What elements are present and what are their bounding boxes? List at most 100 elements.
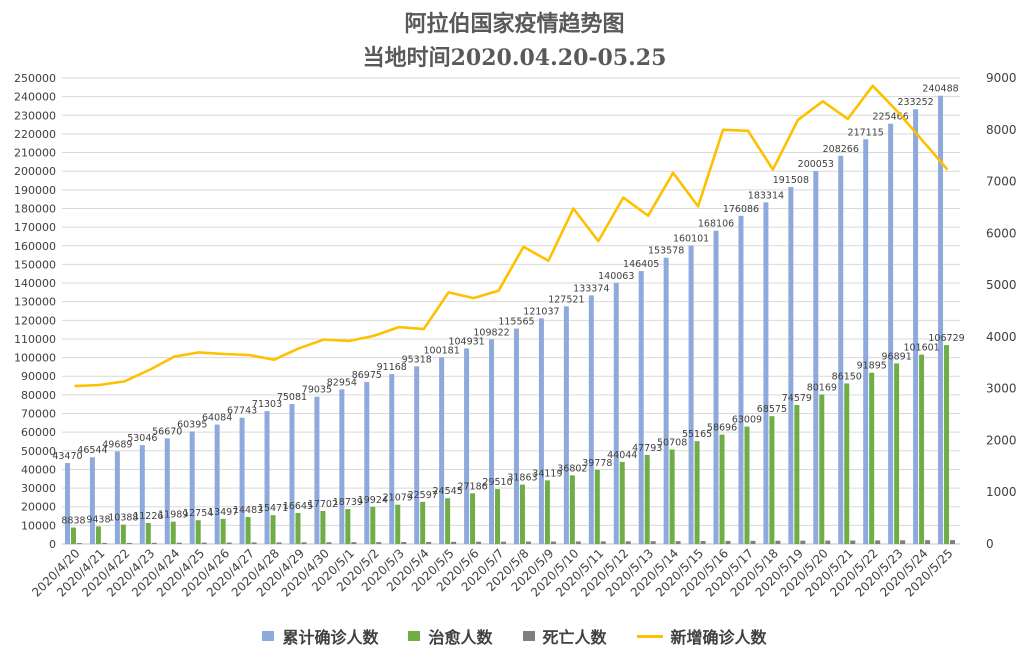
bar-deaths	[226, 542, 232, 544]
bar-recovered	[495, 488, 501, 544]
data-label-recovered: 11989	[158, 510, 188, 521]
bar-cumulative	[89, 457, 95, 544]
bar-cumulative	[538, 318, 544, 544]
data-label-recovered: 101601	[903, 343, 939, 354]
bar-cumulative	[464, 348, 470, 544]
bar-deaths	[600, 541, 606, 544]
bar-cumulative	[913, 109, 919, 545]
data-label-recovered: 44044	[607, 450, 637, 461]
legend-label-deaths: 死亡人数	[542, 628, 607, 647]
bar-cumulative	[738, 215, 744, 544]
data-label-recovered: 55165	[682, 429, 712, 440]
y-tick-label-left: 80000	[21, 389, 56, 402]
bar-deaths	[625, 541, 631, 544]
bar-recovered	[270, 515, 276, 544]
bar-cumulative	[314, 396, 320, 544]
bar-cumulative	[663, 257, 669, 544]
y-tick-label-right: 1000	[986, 485, 1017, 499]
y-tick-label-right: 9000	[986, 71, 1017, 85]
bar-deaths	[800, 540, 806, 544]
y-tick-label-left: 180000	[14, 202, 56, 215]
y-tick-label-left: 110000	[14, 333, 56, 346]
bar-deaths	[301, 542, 307, 544]
bar-recovered	[70, 527, 76, 544]
bar-cumulative	[189, 431, 195, 544]
bar-deaths	[675, 541, 681, 544]
data-label-cumulative: 127521	[548, 294, 584, 305]
bar-deaths	[950, 540, 956, 544]
bar-deaths	[725, 540, 731, 544]
data-label-cumulative: 91168	[377, 362, 407, 373]
data-label-cumulative: 191508	[773, 175, 809, 186]
bar-recovered	[894, 363, 900, 544]
data-label-cumulative: 56670	[152, 426, 182, 437]
bar-recovered	[295, 512, 301, 544]
y-tick-label-right: 3000	[986, 382, 1017, 396]
y-tick-label-left: 60000	[21, 426, 56, 439]
bar-deaths	[76, 543, 82, 544]
data-label-cumulative: 208266	[823, 144, 859, 155]
legend-swatch-deaths	[522, 631, 535, 641]
bar-recovered	[569, 475, 575, 544]
bar-recovered	[769, 416, 775, 544]
bar-cumulative	[838, 155, 844, 544]
data-label-recovered: 39778	[582, 458, 612, 469]
y-tick-label-left: 240000	[14, 91, 56, 104]
data-label-recovered: 18739	[333, 497, 363, 508]
data-label-cumulative: 104931	[448, 336, 484, 347]
data-label-cumulative: 217115	[848, 127, 884, 138]
data-label-cumulative: 82954	[327, 377, 357, 388]
bar-deaths	[875, 540, 881, 544]
data-label-recovered: 96891	[882, 351, 912, 362]
data-label-recovered: 50708	[657, 437, 687, 448]
data-label-cumulative: 53046	[127, 433, 157, 444]
bar-recovered	[844, 383, 850, 544]
bar-deaths	[426, 541, 432, 544]
bar-recovered	[95, 526, 101, 544]
y-tick-label-left: 10000	[21, 519, 56, 532]
data-label-recovered: 34119	[532, 468, 562, 479]
bar-deaths	[650, 541, 656, 544]
bar-deaths	[101, 542, 107, 544]
bar-deaths	[151, 542, 157, 544]
bar-cumulative	[763, 202, 769, 544]
bar-recovered	[869, 372, 875, 544]
y-tick-label-right: 8000	[986, 123, 1017, 137]
bar-deaths	[126, 542, 132, 544]
data-label-recovered: 29510	[482, 477, 512, 488]
bar-cumulative	[613, 282, 619, 544]
data-label-recovered: 9438	[86, 514, 110, 525]
legend-item-deaths: 死亡人数	[522, 624, 607, 648]
bar-recovered	[195, 520, 201, 544]
bar-cumulative	[513, 328, 519, 544]
y-tick-label-left: 140000	[14, 277, 56, 290]
data-label-cumulative: 115565	[498, 317, 534, 328]
y-tick-label-left: 150000	[14, 258, 56, 271]
bar-cumulative	[114, 451, 120, 544]
bar-cumulative	[139, 445, 145, 544]
bar-cumulative	[289, 404, 295, 544]
bar-recovered	[944, 345, 950, 544]
data-label-recovered: 31863	[507, 473, 537, 484]
bar-deaths	[825, 540, 831, 544]
data-label-cumulative: 200053	[798, 159, 834, 170]
y-tick-label-left: 170000	[14, 221, 56, 234]
y-tick-label-left: 120000	[14, 314, 56, 327]
data-label-cumulative: 43470	[52, 451, 82, 462]
y-tick-label-left: 40000	[21, 463, 56, 476]
bar-cumulative	[563, 306, 569, 544]
data-label-cumulative: 153578	[648, 246, 684, 257]
data-label-cumulative: 79035	[302, 385, 332, 396]
chart-subtitle: 当地时间2020.04.20-05.25	[362, 45, 667, 71]
data-label-cumulative: 67743	[227, 406, 257, 417]
legend-swatch-recovered	[408, 631, 421, 641]
y-tick-label-left: 30000	[21, 482, 56, 495]
bar-cumulative	[214, 424, 220, 544]
data-label-recovered: 74579	[782, 393, 812, 404]
data-label-recovered: 47793	[632, 443, 662, 454]
data-label-recovered: 11226	[133, 511, 163, 522]
data-label-recovered: 17702	[308, 499, 338, 510]
bar-cumulative	[64, 462, 70, 544]
bar-recovered	[744, 426, 750, 544]
bar-deaths	[276, 542, 282, 544]
